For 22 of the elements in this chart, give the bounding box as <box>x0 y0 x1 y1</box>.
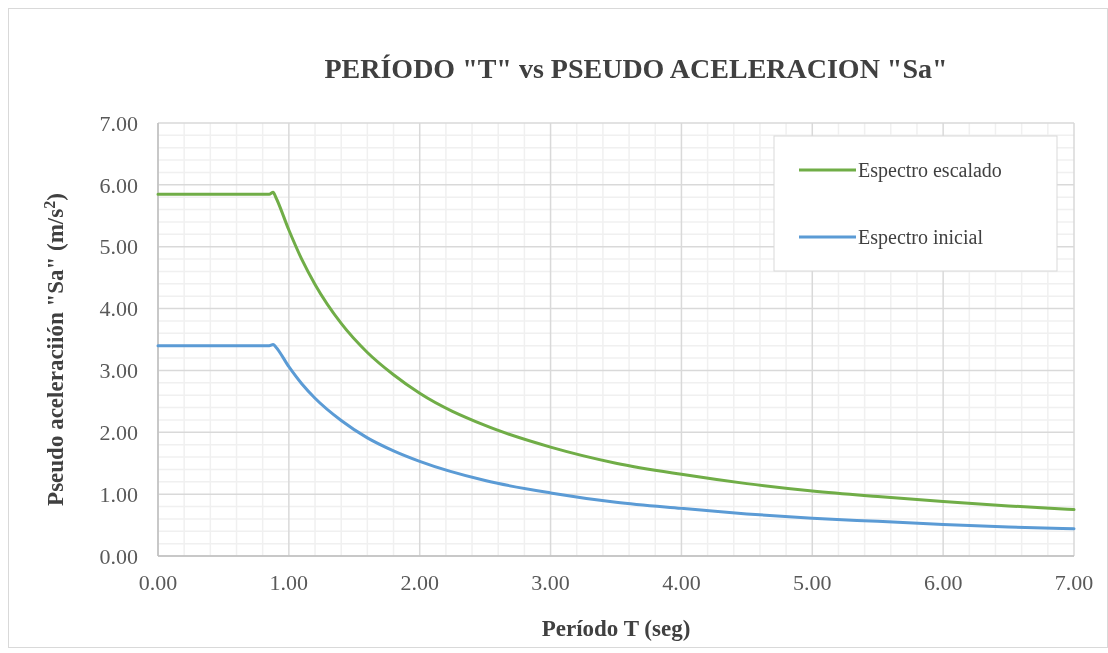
x-tick-label: 5.00 <box>793 570 832 595</box>
y-tick-label: 6.00 <box>99 172 138 198</box>
y-tick-label: 4.00 <box>99 296 138 322</box>
x-tick-label: 1.00 <box>269 570 309 595</box>
y-tick-label: 5.00 <box>99 234 138 260</box>
x-tick-label: 4.00 <box>662 570 701 595</box>
x-axis-title: Período T (seg) <box>541 616 691 641</box>
x-tick-label: 0.00 <box>138 570 178 595</box>
line-series <box>156 342 1076 531</box>
legend-label: Espectro inicial <box>858 226 984 249</box>
x-tick-label: 6.00 <box>923 570 963 595</box>
y-tick-label: 2.00 <box>99 419 138 445</box>
legend-label: Espectro escalado <box>858 159 1002 182</box>
x-tick-label: 7.00 <box>1054 570 1094 595</box>
y-tick-label: 0.00 <box>99 543 138 569</box>
x-tick-label: 3.00 <box>531 570 570 595</box>
chart-title: PERÍODO "T" vs PSEUDO ACELERACION "Sa" <box>324 53 948 84</box>
x-tick-label: 2.00 <box>400 570 439 595</box>
y-tick-label: 7.00 <box>99 110 138 136</box>
y-tick-label: 1.00 <box>99 481 138 507</box>
line-series <box>156 190 1076 512</box>
y-tick-label: 3.00 <box>99 358 138 384</box>
